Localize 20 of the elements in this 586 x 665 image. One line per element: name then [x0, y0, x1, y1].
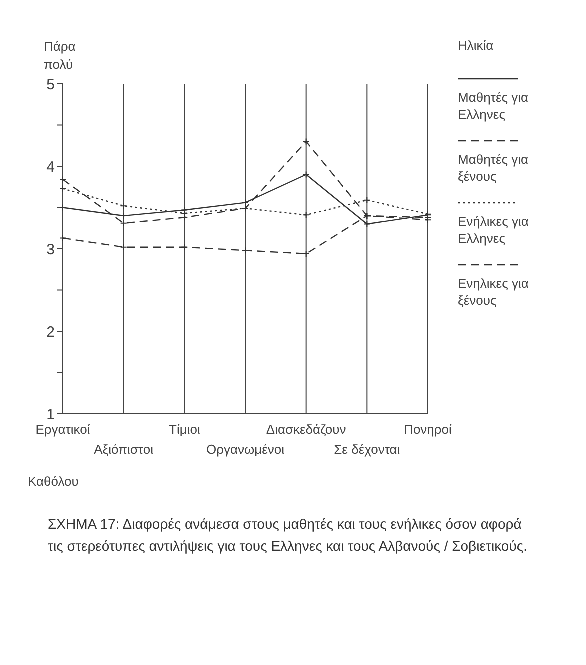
x-tick-label: Οργανωμένοι — [206, 442, 285, 457]
text: Καθόλου — [28, 474, 80, 489]
x-tick-label: Τίμιοι — [169, 422, 200, 437]
x-tick-label: Αξιόπιστοι — [94, 442, 154, 457]
legend-label: Μαθητές για Ελληνες — [458, 89, 530, 123]
legend-label: Ενηλικες για ξένους — [458, 275, 530, 309]
legend-label: Ενήλικες για Ελληνες — [458, 213, 530, 247]
text: ΣΧΗΜΑ 17: Διαφορές ανάμεσα στους μαθητές και τους ενήλικες όσον αφορά τις στερεότυπες αντιλήψεις για τους Ελληνες και τους Αλβανούς / Σοβιετικούς. — [48, 515, 528, 556]
legend-title: Ηλικία — [458, 38, 495, 53]
y-tick-label: 5 — [46, 76, 55, 94]
x-tick-label: Διασκεδάζουν — [266, 422, 346, 437]
x-tick-label: Σε δέχονται — [334, 442, 400, 457]
x-tick-label: Πονηροί — [404, 422, 452, 437]
y-tick-label: 1 — [46, 406, 55, 424]
y-tick-label: 4 — [46, 158, 55, 176]
y-axis-title: Πάρα πολύ — [44, 38, 77, 74]
y-tick-label: 3 — [46, 241, 55, 258]
x-tick-label: Εργατικοί — [36, 422, 90, 437]
legend-label: Μαθητές για ξένους — [458, 151, 530, 185]
y-tick-label: 2 — [46, 324, 55, 341]
